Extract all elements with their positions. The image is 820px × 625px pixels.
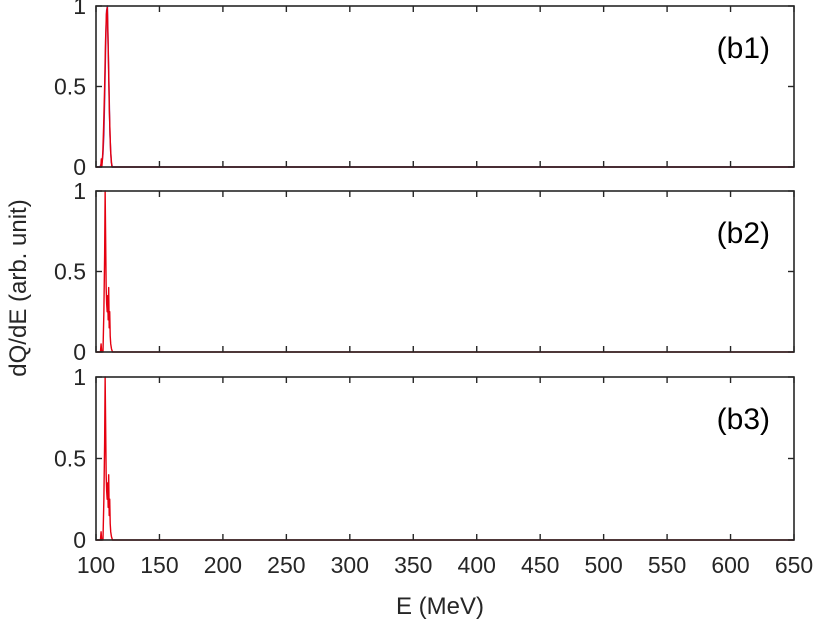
x-tick-label: 550: [648, 552, 686, 578]
x-tick-label: 250: [267, 552, 305, 578]
y-tick-label: 0: [73, 154, 86, 180]
panel-3: 0 0.5 1 (b3) 100 150 200 250 300 350 400 450 500 550 6…: [54, 364, 813, 578]
y-tick-label: 0: [73, 527, 86, 553]
y-tick-label: 0.5: [54, 74, 86, 100]
y-tick-label: 1: [73, 364, 86, 390]
y-tick-label: 1: [73, 178, 86, 204]
y-tick-label: 0.5: [54, 446, 86, 472]
series-line-2-1: [96, 190, 794, 353]
axes-box: [95, 190, 795, 353]
series-line-1-2: [96, 6, 794, 168]
x-tick-label: 600: [711, 552, 749, 578]
x-tick-label: 150: [140, 552, 178, 578]
panel-1: 0 0.5 1 (b1): [54, 0, 795, 180]
x-tick-label: 400: [458, 552, 496, 578]
x-tick-label: 500: [584, 552, 622, 578]
panel-label: (b3): [717, 403, 770, 436]
y-tick-label: 1: [73, 0, 86, 19]
series-line-3-1: [96, 376, 794, 541]
x-tick-label: 300: [331, 552, 369, 578]
panel-label: (b2): [717, 217, 770, 250]
axes-box: [95, 376, 795, 541]
x-tick-label: 650: [775, 552, 813, 578]
y-axis-label: dQ/dE (arb. unit): [5, 199, 32, 376]
y-tick-label: 0.5: [54, 259, 86, 285]
panel-label: (b1): [717, 32, 770, 65]
x-tick-label: 200: [204, 552, 242, 578]
x-axis-label: E (MeV): [396, 593, 484, 620]
panel-2: 0 0.5 1 (b2): [54, 178, 795, 365]
x-tick-label: 350: [394, 552, 432, 578]
x-tick-label: 450: [521, 552, 559, 578]
y-tick-label: 0: [73, 339, 86, 365]
series-line-1-1: [96, 5, 794, 168]
x-tick-label: 100: [77, 552, 115, 578]
axes-box: [95, 5, 795, 168]
panels: 0 0.5 1 (b1) 0 0.5 1 (b2) 0 0.5 1 (b3) 100 150 200 250 3…: [54, 0, 813, 578]
